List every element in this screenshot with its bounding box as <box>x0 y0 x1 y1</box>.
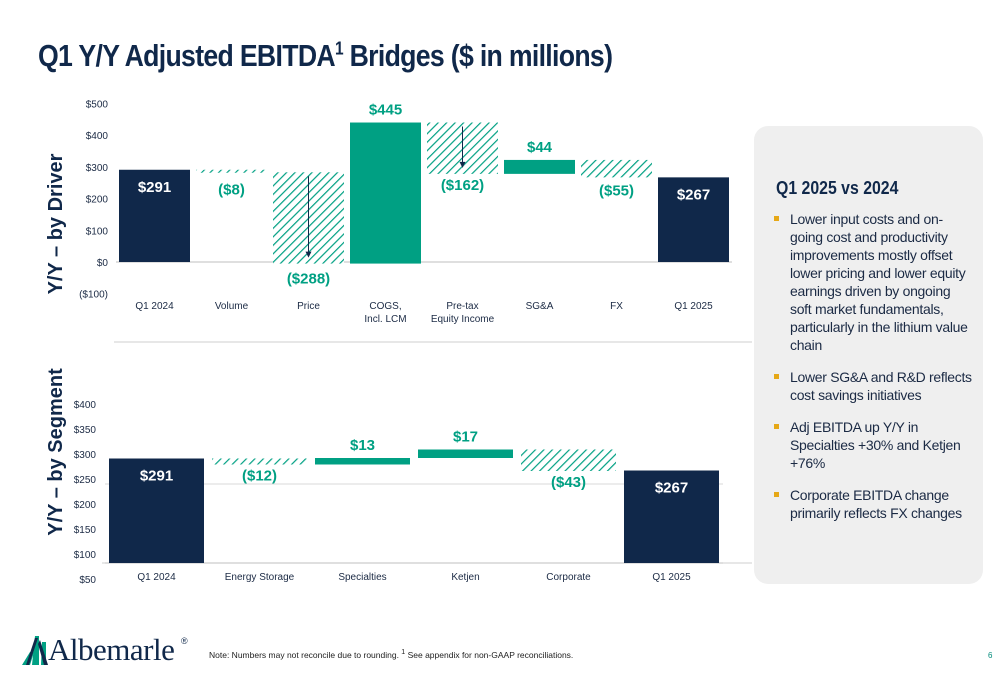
bar-total <box>624 470 719 563</box>
bar-increase <box>504 159 575 174</box>
summary-bullet: Lower SG&A and R&D reflects cost savings… <box>774 368 974 404</box>
y-tick-label: $100 <box>74 550 97 561</box>
bar-decrease <box>212 458 307 465</box>
data-label: ($55) <box>599 182 634 199</box>
bar-decrease <box>196 169 267 173</box>
data-label: $291 <box>138 179 171 196</box>
x-tick-label: Equity Income <box>431 314 495 325</box>
x-tick-label: Volume <box>215 301 249 312</box>
summary-bullets: Lower input costs and on-going cost and … <box>774 210 974 536</box>
y-tick-label: $0 <box>97 258 109 269</box>
bar-decrease <box>521 449 616 471</box>
x-tick-label: Q1 2024 <box>137 572 176 583</box>
footnote: Note: Numbers may not reconcile due to r… <box>209 648 574 660</box>
summary-heading: Q1 2025 vs 2024 <box>776 178 899 198</box>
y-tick-label: $100 <box>86 226 109 237</box>
page-number: 6 <box>988 651 993 660</box>
y-tick-label: $150 <box>74 525 97 536</box>
y-tick-label: $500 <box>86 100 109 111</box>
x-tick-label: Corporate <box>546 572 591 583</box>
x-tick-label: Q1 2025 <box>674 301 713 312</box>
x-tick-label: Q1 2025 <box>652 572 691 583</box>
bar-increase <box>418 449 513 458</box>
y-tick-label: ($100) <box>79 290 108 301</box>
bar-total <box>109 458 204 563</box>
x-tick-label: Specialties <box>338 572 386 583</box>
page-title: Q1 Y/Y Adjusted EBITDA1 Bridges ($ in mi… <box>38 38 613 73</box>
data-label: $44 <box>527 139 553 156</box>
data-label: ($8) <box>218 181 245 198</box>
albemarle-logo-icon <box>22 636 48 665</box>
data-label: $13 <box>350 437 375 454</box>
data-label: ($162) <box>441 177 484 194</box>
chart-side-title: Y/Y – by Segment <box>45 368 67 536</box>
x-tick-label: FX <box>610 301 623 312</box>
summary-panel: Q1 2025 vs 2024 Lower input costs and on… <box>754 126 983 584</box>
y-tick-label: $300 <box>86 163 109 174</box>
bar-total <box>658 177 729 262</box>
bar-decrease <box>581 159 652 178</box>
x-tick-label: Ketjen <box>451 572 479 583</box>
x-tick-label: Pre-tax <box>446 301 478 312</box>
y-tick-label: $200 <box>86 195 109 206</box>
data-label: ($12) <box>242 468 277 485</box>
data-label: $267 <box>677 186 710 203</box>
y-tick-label: $300 <box>74 450 97 461</box>
x-tick-label: Price <box>297 301 320 312</box>
summary-bullet: Corporate EBITDA change primarily reflec… <box>774 486 974 522</box>
data-label: $17 <box>453 429 478 446</box>
y-tick-label: $250 <box>74 475 97 486</box>
data-label: ($43) <box>551 474 586 491</box>
x-tick-label: COGS, <box>369 301 401 312</box>
y-tick-label: $200 <box>74 500 97 511</box>
x-tick-label: Incl. LCM <box>364 314 406 325</box>
x-tick-label: Energy Storage <box>225 572 295 583</box>
arrow-head-icon <box>305 251 312 258</box>
data-label: $267 <box>655 480 688 497</box>
y-tick-label: $400 <box>86 131 109 142</box>
data-label: $291 <box>140 468 173 485</box>
data-label: $445 <box>369 102 402 119</box>
y-tick-label: $400 <box>74 400 97 411</box>
summary-bullet: Adj EBITDA up Y/Y in Specialties +30% an… <box>774 418 974 472</box>
bar-increase <box>315 458 410 465</box>
y-tick-label: $50 <box>79 575 96 586</box>
data-label: ($288) <box>287 271 330 288</box>
chart-side-title: Y/Y – by Driver <box>45 153 67 294</box>
logo-text: Albemarle <box>48 632 175 667</box>
bar-total <box>119 169 190 262</box>
x-tick-label: SG&A <box>526 301 554 312</box>
bar-increase <box>350 122 421 264</box>
y-tick-label: $350 <box>74 425 97 436</box>
x-tick-label: Q1 2024 <box>135 301 174 312</box>
logo-registered-mark: ® <box>181 636 188 646</box>
arrow-head-icon <box>459 161 466 168</box>
summary-bullet: Lower input costs and on-going cost and … <box>774 210 974 354</box>
